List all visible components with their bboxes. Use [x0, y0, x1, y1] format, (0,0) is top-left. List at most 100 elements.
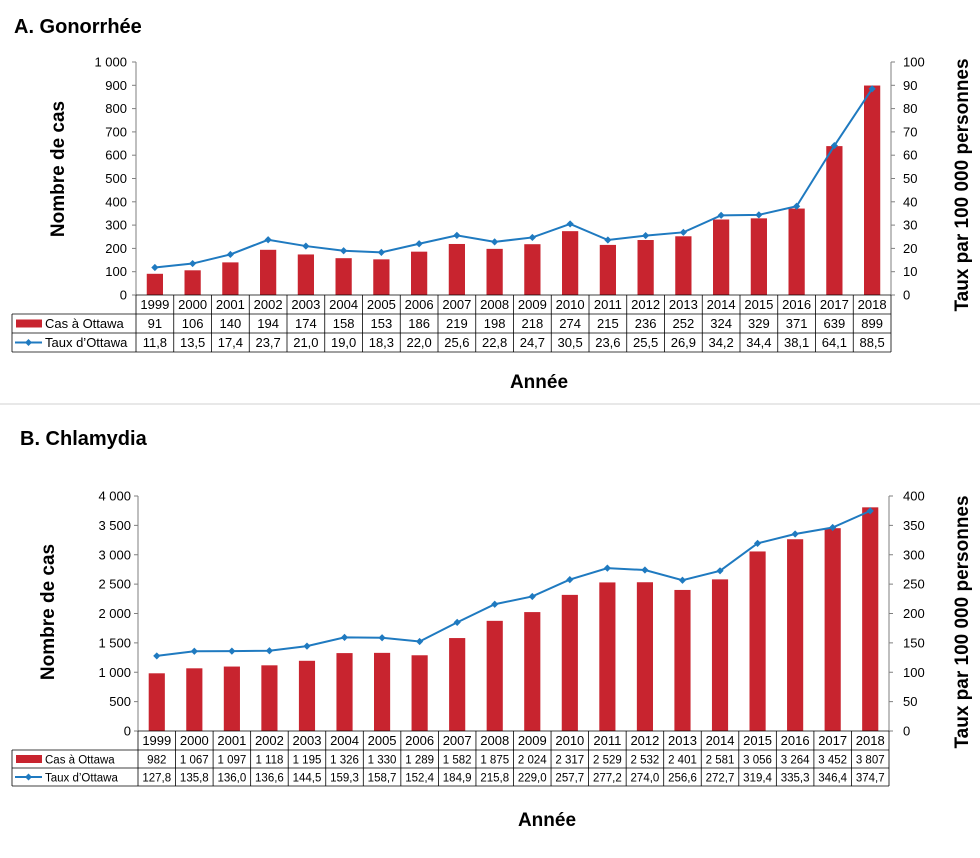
- rate-value-2011: 277,2: [593, 773, 622, 785]
- x-tick-label-2007: 2007: [442, 297, 471, 312]
- rate-point-2015: [753, 539, 762, 547]
- rate-value-2014: 34,2: [708, 335, 733, 350]
- cases-value-2003: 174: [295, 316, 317, 331]
- x-tick-label-2011: 2011: [594, 297, 622, 312]
- bar-2014: [713, 219, 730, 295]
- bar-2014: [711, 579, 729, 731]
- left-axis-tick-label: 400: [105, 194, 127, 209]
- x-tick-label-2008: 2008: [480, 297, 509, 312]
- x-tick-label-2014: 2014: [706, 733, 735, 748]
- rate-value-2005: 158,7: [368, 773, 397, 785]
- bar-2005: [373, 259, 390, 295]
- x-tick-label-2015: 2015: [743, 733, 772, 748]
- right-axis-tick-label: 90: [903, 78, 917, 93]
- cases-value-2016: 3 264: [781, 755, 810, 767]
- cases-value-2017: 639: [824, 316, 846, 331]
- rate-value-2007: 184,9: [443, 773, 472, 785]
- rate-point-2012: [641, 566, 649, 574]
- panel-a-x-axis-title: Année: [510, 372, 568, 393]
- bar-2007: [448, 243, 465, 295]
- cases-value-2003: 1 195: [293, 755, 322, 767]
- x-tick-label-2014: 2014: [707, 297, 736, 312]
- panel-a-plot: 0 100 200 300 400 500 600 700 800 900 1 000 0 10 20 30…: [11, 55, 925, 353]
- legend-cases-label: Cas à Ottawa: [45, 755, 115, 767]
- bar-2009: [524, 244, 541, 295]
- bar-2004: [336, 653, 353, 731]
- right-axis-tick-label: 40: [903, 194, 917, 209]
- x-tick-label-2005: 2005: [367, 297, 396, 312]
- cases-value-2000: 1 067: [180, 755, 209, 767]
- rate-value-2006: 152,4: [405, 773, 434, 785]
- rate-point-2018: [868, 85, 876, 93]
- bar-2005: [374, 652, 391, 731]
- cases-value-2007: 1 582: [443, 755, 472, 767]
- right-axis-tick-label: 10: [903, 264, 917, 279]
- bar-2011: [599, 582, 616, 731]
- cases-value-2017: 3 452: [818, 755, 847, 767]
- bar-2017: [826, 146, 843, 295]
- rate-point-2000: [189, 259, 197, 268]
- left-axis-tick-label: 1 500: [98, 635, 131, 650]
- panel-b-right-axis-title: Taux par 100 000 personnes: [952, 495, 973, 748]
- rate-point-2010: [566, 220, 574, 228]
- rate-point-1999: [151, 263, 159, 272]
- legend-bar-swatch: [16, 755, 42, 763]
- rate-point-2013: [679, 228, 687, 236]
- x-tick-label-2018: 2018: [856, 733, 885, 748]
- rate-value-2000: 13,5: [180, 335, 205, 350]
- x-tick-label-2007: 2007: [443, 733, 472, 748]
- cases-value-2012: 236: [635, 316, 657, 331]
- bar-2003: [298, 660, 316, 731]
- left-axis-tick-label: 0: [120, 288, 127, 303]
- cases-value-2016: 371: [786, 316, 808, 331]
- right-axis-tick-label: 60: [903, 148, 917, 163]
- x-tick-label-2018: 2018: [858, 297, 887, 312]
- rate-value-2009: 24,7: [520, 335, 545, 350]
- left-axis-tick-label: 800: [105, 101, 127, 116]
- x-tick-label-2013: 2013: [668, 733, 697, 748]
- rate-value-2006: 22,0: [406, 335, 431, 350]
- cases-value-2008: 198: [484, 316, 506, 331]
- cases-value-2018: 3 807: [856, 755, 885, 767]
- right-axis-tick-label: 50: [903, 694, 917, 709]
- cases-value-2007: 219: [446, 316, 468, 331]
- cases-value-2014: 324: [710, 316, 732, 331]
- rate-value-2012: 25,5: [633, 335, 658, 350]
- rate-value-2002: 23,7: [255, 335, 280, 350]
- left-axis-tick-label: 2 500: [98, 577, 131, 592]
- rate-value-2010: 30,5: [557, 335, 582, 350]
- x-tick-label-2015: 2015: [744, 297, 773, 312]
- rate-value-2009: 229,0: [518, 773, 547, 785]
- right-axis-tick-label: 300: [903, 547, 925, 562]
- rate-point-2005: [377, 248, 385, 256]
- left-axis-tick-label: 500: [109, 694, 131, 709]
- left-axis-tick-label: 3 000: [98, 547, 131, 562]
- rate-point-2016: [791, 530, 799, 538]
- left-axis-tick-label: 700: [105, 124, 127, 139]
- panel-a-title: A. Gonorrhée: [14, 16, 142, 38]
- x-tick-label-2006: 2006: [405, 297, 434, 312]
- cases-value-2013: 252: [673, 316, 695, 331]
- cases-value-2010: 274: [559, 316, 581, 331]
- bar-2001: [223, 666, 240, 731]
- bar-2016: [788, 208, 805, 295]
- rate-point-2008: [491, 238, 499, 246]
- x-tick-label-2004: 2004: [330, 733, 359, 748]
- bar-2015: [749, 551, 766, 731]
- bar-2018: [862, 507, 879, 731]
- cases-value-2010: 2 317: [555, 755, 584, 767]
- cases-value-2009: 218: [522, 316, 544, 331]
- rate-value-2018: 88,5: [859, 335, 884, 350]
- bar-2006: [411, 655, 428, 731]
- x-tick-label-2001: 2001: [217, 733, 246, 748]
- x-tick-label-2017: 2017: [818, 733, 847, 748]
- x-tick-label-2000: 2000: [180, 733, 209, 748]
- panel-b-title: B. Chlamydia: [20, 428, 148, 450]
- x-tick-label-2010: 2010: [555, 733, 584, 748]
- right-axis-tick-label: 100: [903, 665, 925, 680]
- cases-value-2001: 140: [220, 316, 242, 331]
- rate-point-2012: [642, 231, 650, 240]
- bar-2001: [222, 262, 239, 295]
- cases-value-2006: 186: [408, 316, 430, 331]
- left-axis-tick-label: 200: [105, 241, 127, 256]
